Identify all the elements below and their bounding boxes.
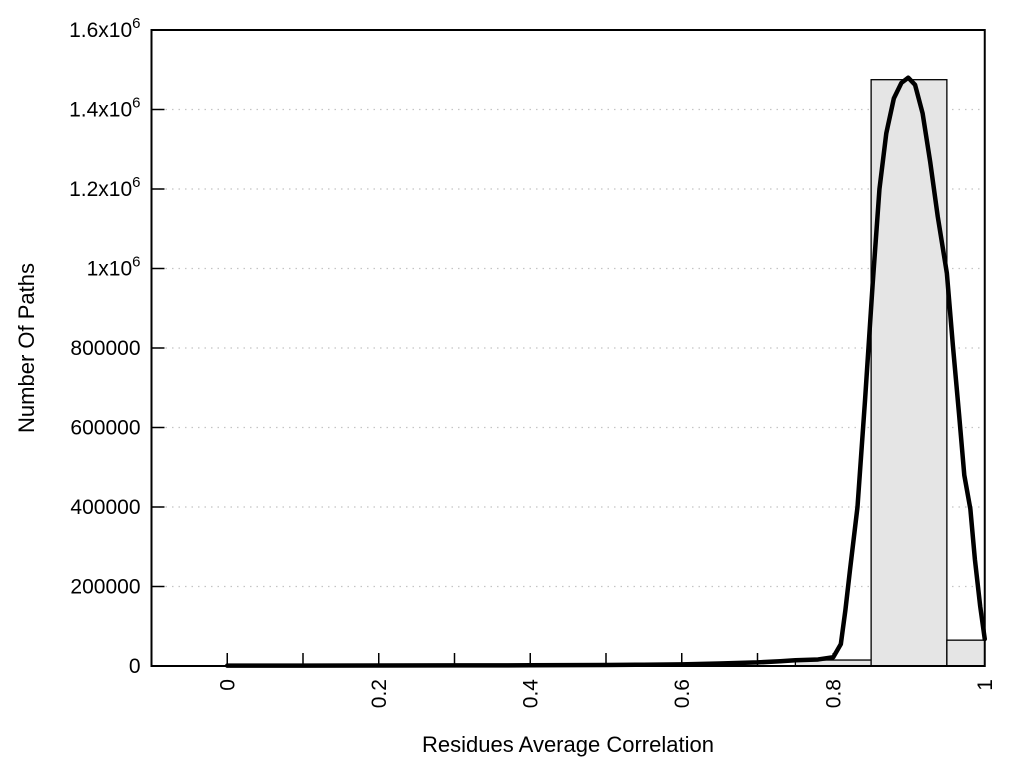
y-tick-label: 800000 — [70, 337, 140, 360]
y-tick-label: 1x106 — [87, 254, 141, 281]
x-axis-title: Residues Average Correlation — [422, 732, 714, 757]
histogram-bar — [946, 639, 986, 667]
x-tick-label: 1 — [974, 679, 997, 691]
frame-rect — [150, 29, 986, 667]
y-tick-label: 1.4x106 — [69, 95, 140, 122]
y-tick-label: 1.2x106 — [69, 174, 140, 201]
y-tick-label: 600000 — [70, 417, 140, 440]
gridlines — [152, 108, 984, 588]
plot-frame — [150, 29, 986, 667]
y-axis-title: Number Of Paths — [14, 263, 39, 433]
density-curve — [225, 75, 987, 668]
y-tick-label: 0 — [129, 655, 141, 678]
y-tick-label: 400000 — [70, 496, 140, 519]
x-tick-label: 0.8 — [822, 679, 845, 708]
x-tick-label: 0.2 — [368, 679, 391, 708]
density-curve-line — [225, 75, 987, 668]
y-tick-label: 1.6x106 — [69, 15, 140, 42]
x-tick-labels: 0 0.2 0.4 0.6 0.8 1 — [216, 679, 997, 709]
x-tick-label: 0.4 — [519, 679, 542, 709]
y-tick-label: 200000 — [70, 576, 140, 599]
x-tick-label: 0 — [216, 679, 239, 691]
y-tick-labels: 0 200000 400000 600000 800000 1x106 1.2x106 1.4… — [69, 15, 140, 678]
x-tick-label: 0.6 — [671, 679, 694, 708]
